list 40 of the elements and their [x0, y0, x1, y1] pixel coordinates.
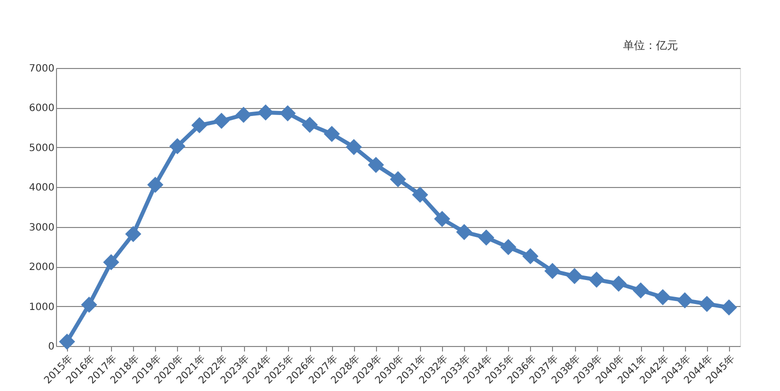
point — [213, 112, 230, 129]
y-tick-label: 4000 — [29, 182, 54, 194]
point — [566, 268, 583, 284]
point — [544, 262, 561, 279]
point — [698, 296, 715, 312]
point — [346, 138, 362, 156]
point — [412, 186, 428, 203]
point — [610, 276, 627, 292]
point — [324, 126, 340, 142]
point — [103, 254, 120, 270]
point — [456, 224, 472, 240]
point — [81, 296, 98, 313]
point — [280, 105, 296, 122]
point — [720, 299, 738, 316]
point — [654, 289, 671, 306]
point — [235, 106, 252, 123]
y-tick-label: 5000 — [29, 142, 54, 154]
point — [632, 282, 649, 298]
y-tick-label: 3000 — [29, 222, 54, 234]
point — [500, 239, 516, 256]
point — [522, 248, 538, 264]
point — [434, 210, 450, 227]
point — [125, 226, 142, 242]
y-tick-label: 0 — [48, 342, 54, 352]
point — [302, 116, 318, 133]
text: 单位：亿元 — [623, 39, 678, 52]
point — [368, 156, 384, 173]
point — [588, 272, 605, 288]
point — [478, 230, 494, 246]
y-tick-label: 7000 — [29, 64, 54, 74]
point — [169, 138, 186, 154]
point — [258, 104, 274, 121]
y-tick-label: 2000 — [29, 262, 54, 274]
point — [676, 292, 693, 308]
point — [390, 171, 406, 188]
point — [191, 117, 208, 134]
point — [58, 334, 76, 350]
y-tick-label: 6000 — [29, 103, 54, 114]
y-tick-label: 1000 — [29, 302, 54, 313]
point — [147, 176, 164, 193]
